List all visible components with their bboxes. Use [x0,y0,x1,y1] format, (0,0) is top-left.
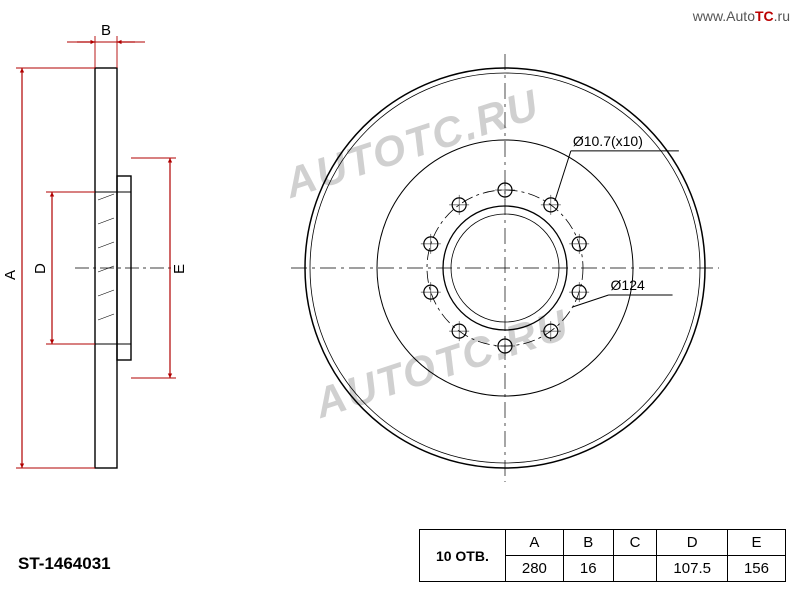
table-cell: 16 [563,556,613,582]
technical-drawing: ADEB Ø10.7(x10)Ø124 [0,0,800,600]
table-cell [613,556,657,582]
table-header: C [613,530,657,556]
table-header: A [505,530,563,556]
dimensions-table: 10 ОТВ. A B C D E 280 16 107.5 156 [419,529,786,582]
table-header: B [563,530,613,556]
table-header-row: 10 ОТВ. A B C D E [419,530,785,556]
holes-count-cell: 10 ОТВ. [419,530,505,582]
svg-text:D: D [32,263,49,274]
svg-text:Ø10.7(x10): Ø10.7(x10) [573,133,643,149]
table-cell: 107.5 [657,556,728,582]
table-header: E [727,530,785,556]
part-number: ST-1464031 [18,554,111,574]
svg-text:E: E [171,264,188,274]
svg-text:A: A [2,270,19,280]
table-cell: 280 [505,556,563,582]
table-header: D [657,530,728,556]
table-cell: 156 [727,556,785,582]
svg-text:Ø124: Ø124 [611,277,645,293]
svg-text:B: B [101,22,111,39]
